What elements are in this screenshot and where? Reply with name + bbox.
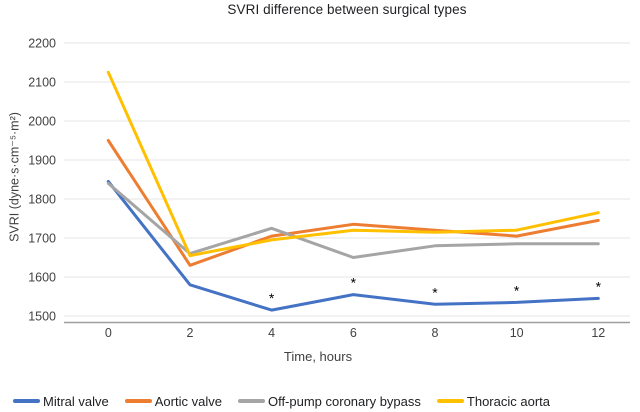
legend-item-thoracic-aorta: Thoracic aorta	[436, 393, 550, 409]
legend-label: Aortic valve	[154, 393, 222, 409]
legend: Mitral valve Aortic valve Off-pump coronar…	[0, 392, 640, 410]
legend-label: Mitral valve	[43, 393, 109, 409]
plot-area: 1500 1600 1700 1800 1900 2000 2100 2200 0 2 4 6 8 10 1…	[28, 37, 630, 340]
legend-swatch-icon	[436, 399, 464, 403]
legend-item-aortic-valve: Aortic valve	[124, 393, 222, 409]
y-tick-label-1700: 1700	[28, 232, 56, 246]
legend-label: Off-pump coronary bypass	[267, 393, 421, 409]
x-tick-label-2: 2	[186, 326, 193, 340]
legend-item-mitral-valve: Mitral valve	[13, 394, 109, 409]
series-line-mitral-valve	[106, 179, 600, 312]
x-tick-label-10: 10	[510, 326, 524, 340]
x-tick-label-4: 4	[268, 326, 275, 340]
legend-swatch-icon	[237, 399, 265, 403]
chart-title: SVRI difference between surgical types	[227, 2, 467, 17]
y-tick-label-1800: 1800	[28, 193, 56, 207]
x-tick-label-12: 12	[591, 326, 605, 340]
y-tick-label-1900: 1900	[28, 154, 56, 168]
legend-item-off-pump-coronary-bypass: Off-pump coronary bypass	[237, 393, 421, 409]
series-line-aortic-valve	[106, 139, 600, 267]
significance-asterisk-x6: *	[351, 275, 357, 291]
significance-asterisk-x8: *	[432, 284, 438, 300]
y-tick-label-1500: 1500	[28, 310, 56, 324]
y-tick-label-2100: 2100	[28, 76, 56, 90]
significance-asterisk-x4: *	[269, 290, 275, 306]
x-tick-label-8: 8	[432, 326, 439, 340]
x-axis-title: Time, hours	[283, 349, 353, 364]
legend-swatch-icon	[124, 399, 152, 403]
legend-label: Thoracic aorta	[466, 393, 550, 409]
y-tick-label-2200: 2200	[28, 37, 56, 51]
x-tick-label-6: 6	[350, 326, 357, 340]
legend-swatch-icon	[13, 399, 40, 403]
y-tick-label-2000: 2000	[28, 115, 56, 129]
x-tick-label-0: 0	[105, 326, 112, 340]
significance-asterisk-x10: *	[514, 282, 520, 298]
significance-asterisk-x12: *	[596, 278, 602, 294]
series-line-off-pump-coronary-bypass	[106, 181, 600, 259]
series-line-thoracic-aorta	[106, 70, 600, 258]
y-tick-label-1600: 1600	[28, 271, 56, 285]
